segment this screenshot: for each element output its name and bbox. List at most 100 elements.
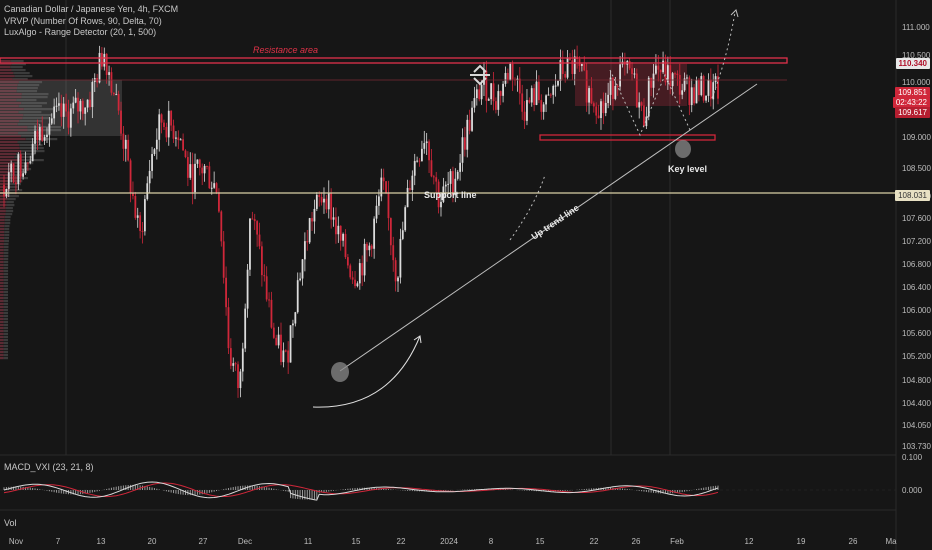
candle-body (542, 104, 545, 112)
volume-profile-bar (0, 87, 18, 90)
candle-body (10, 163, 13, 173)
volume-profile-bar (0, 141, 18, 144)
candle-body (559, 60, 562, 81)
volume-profile-bar (19, 120, 43, 123)
volume-profile-bar (4, 228, 10, 231)
volume-profile-bar (0, 90, 17, 93)
x-tick-label: 20 (148, 537, 157, 546)
candle-body (714, 76, 717, 83)
macd-histogram-bar (15, 486, 17, 490)
candle-body (320, 196, 323, 203)
volume-profile-bar (0, 249, 4, 252)
candle-body (643, 105, 645, 127)
candle-body (628, 61, 631, 69)
volume-profile-bar (3, 354, 9, 357)
volume-profile-bar (11, 63, 26, 66)
candle-body (552, 85, 555, 95)
macd-histogram-bar (285, 490, 287, 492)
volume-profile-bar (0, 156, 15, 159)
macd-histogram-bar (342, 489, 344, 490)
macd-histogram-bar (51, 490, 53, 492)
candle-body (115, 94, 118, 96)
swing-low-marker (331, 362, 349, 382)
candle-body (177, 137, 180, 141)
macd-histogram-bar (626, 489, 628, 490)
volume-profile-bar (3, 288, 9, 291)
candle-body (483, 70, 485, 85)
y-tick-label: 103.730 (902, 442, 931, 451)
volume-profile-bar (3, 327, 9, 330)
candle-body (65, 103, 67, 112)
candle-body (325, 198, 328, 210)
macd-histogram-bar (287, 490, 289, 492)
candle-body (77, 97, 79, 112)
macd-histogram-bar (165, 490, 167, 492)
candle-body (547, 94, 550, 96)
volume-profile-bar (0, 213, 6, 216)
y-tick-label: 104.050 (902, 421, 931, 430)
volume-profile-bar (3, 243, 9, 246)
volume-profile-bar (0, 261, 4, 264)
macd-histogram-bar (134, 484, 136, 490)
candle-body (62, 103, 65, 117)
macd-histogram-bar (196, 490, 198, 495)
volume-profile-bar (3, 312, 9, 315)
macd-histogram-bar (583, 489, 585, 490)
volume-profile-bar (0, 111, 19, 114)
macd-histogram-bar (621, 488, 623, 490)
candle-body (163, 122, 165, 127)
x-tick-label: 8 (489, 537, 494, 546)
volume-profile-bar (3, 324, 9, 327)
candle-body (676, 73, 679, 75)
candle-body (638, 102, 641, 108)
macd-histogram-bar (411, 490, 413, 492)
y-tick-label: 105.200 (902, 352, 931, 361)
macd-histogram-bar (445, 490, 447, 491)
candle-body (449, 171, 452, 184)
macd-histogram-bar (91, 490, 93, 493)
candle-body (120, 110, 122, 134)
volume-profile-bar (0, 240, 5, 243)
candle-body (117, 94, 120, 111)
volume-profile-bar (3, 258, 9, 261)
volume-profile-bar (0, 342, 4, 345)
candle-body (53, 106, 56, 119)
y-tick-label: 110.500 (902, 51, 931, 60)
volume-profile-bar (3, 255, 9, 258)
volume-profile-bar (10, 60, 24, 63)
candle-body (569, 57, 571, 61)
volume-profile-bar (0, 333, 4, 336)
macd-histogram-bar (662, 490, 664, 494)
macd-histogram-bar (48, 490, 50, 492)
candle-body (141, 231, 144, 233)
candle-body (358, 263, 361, 284)
volume-profile-bar (7, 198, 16, 201)
candle-body (416, 160, 419, 162)
volume-profile-bar (11, 171, 27, 174)
volume-profile-bar (0, 78, 13, 81)
candle-body (420, 148, 423, 162)
macd-histogram-bar (681, 490, 683, 493)
macd-histogram-bar (153, 488, 155, 490)
x-tick-label: 22 (397, 537, 406, 546)
volume-profile-bar (0, 330, 4, 333)
candle-body (303, 241, 306, 260)
macd-histogram-bar (347, 488, 349, 490)
candle-body (540, 100, 543, 112)
y-tick-label: 109.000 (902, 133, 931, 142)
macd-histogram-bar (328, 490, 330, 492)
macd-histogram-bar (624, 488, 626, 490)
macd-histogram-bar (409, 490, 411, 491)
macd-histogram-bar (115, 486, 117, 490)
candle-body (275, 337, 278, 346)
volume-profile-bar (0, 279, 4, 282)
macd-histogram-bar (13, 486, 15, 490)
macd-histogram-bar (34, 488, 36, 490)
candle-body (528, 100, 531, 103)
volume-profile-bar (0, 162, 15, 165)
macd-histogram-bar (595, 488, 597, 490)
candle-body (89, 99, 91, 108)
macd-histogram-bar (230, 487, 232, 490)
candle-body (588, 88, 590, 103)
